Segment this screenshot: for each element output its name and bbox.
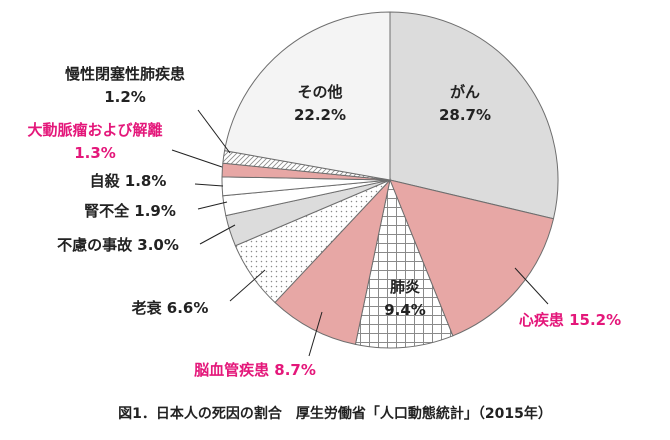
slice-label: 心疾患 15.2% xyxy=(519,311,621,329)
slice-label-value: 1.3% xyxy=(74,144,116,162)
figure-caption: 図1．日本人の死因の割合 厚生労働省「人口動態統計」（2015年） xyxy=(118,406,552,422)
leader-line xyxy=(197,109,231,154)
slice-label: 自殺 1.8% xyxy=(90,172,167,190)
slice-脳血管疾患 xyxy=(274,178,391,345)
pie-chart: がん 28.7% 心疾患 15.2% 肺炎 9.4% 脳血管疾患 8.7% 老衰 6.6% 不… xyxy=(27,11,621,379)
slice-label: 脳血管疾患 8.7% xyxy=(194,361,316,379)
leader-line xyxy=(194,183,224,187)
leader-line xyxy=(171,149,223,168)
leader-line xyxy=(199,224,236,245)
leader-line xyxy=(229,269,266,302)
slice-label: 腎不全 1.9% xyxy=(84,202,176,220)
leader-line xyxy=(197,201,228,210)
leader-line xyxy=(514,267,549,305)
slice-label-value: 22.2% xyxy=(294,106,346,124)
leader-line xyxy=(308,311,323,357)
slice-label-name: がん xyxy=(450,83,480,101)
slice-label: 老衰 6.6% xyxy=(131,299,209,317)
slice-肺炎 xyxy=(354,178,454,349)
slice-label-value: 28.7% xyxy=(439,106,491,124)
slice-label-value: 9.4% xyxy=(384,301,426,319)
slice-label: 不慮の事故 3.0% xyxy=(57,236,179,254)
slice-label-value: 1.2% xyxy=(104,88,146,106)
slice-label-name: 肺炎 xyxy=(390,278,420,296)
slice-label-name: その他 xyxy=(297,83,342,101)
slice-label-name: 慢性閉塞性肺疾患 xyxy=(65,65,185,83)
slice-label-name: 大動脈瘤および解離 xyxy=(27,121,162,139)
slice-その他 xyxy=(224,11,391,181)
slice-がん xyxy=(389,11,559,220)
slice-心疾患 xyxy=(389,179,555,337)
